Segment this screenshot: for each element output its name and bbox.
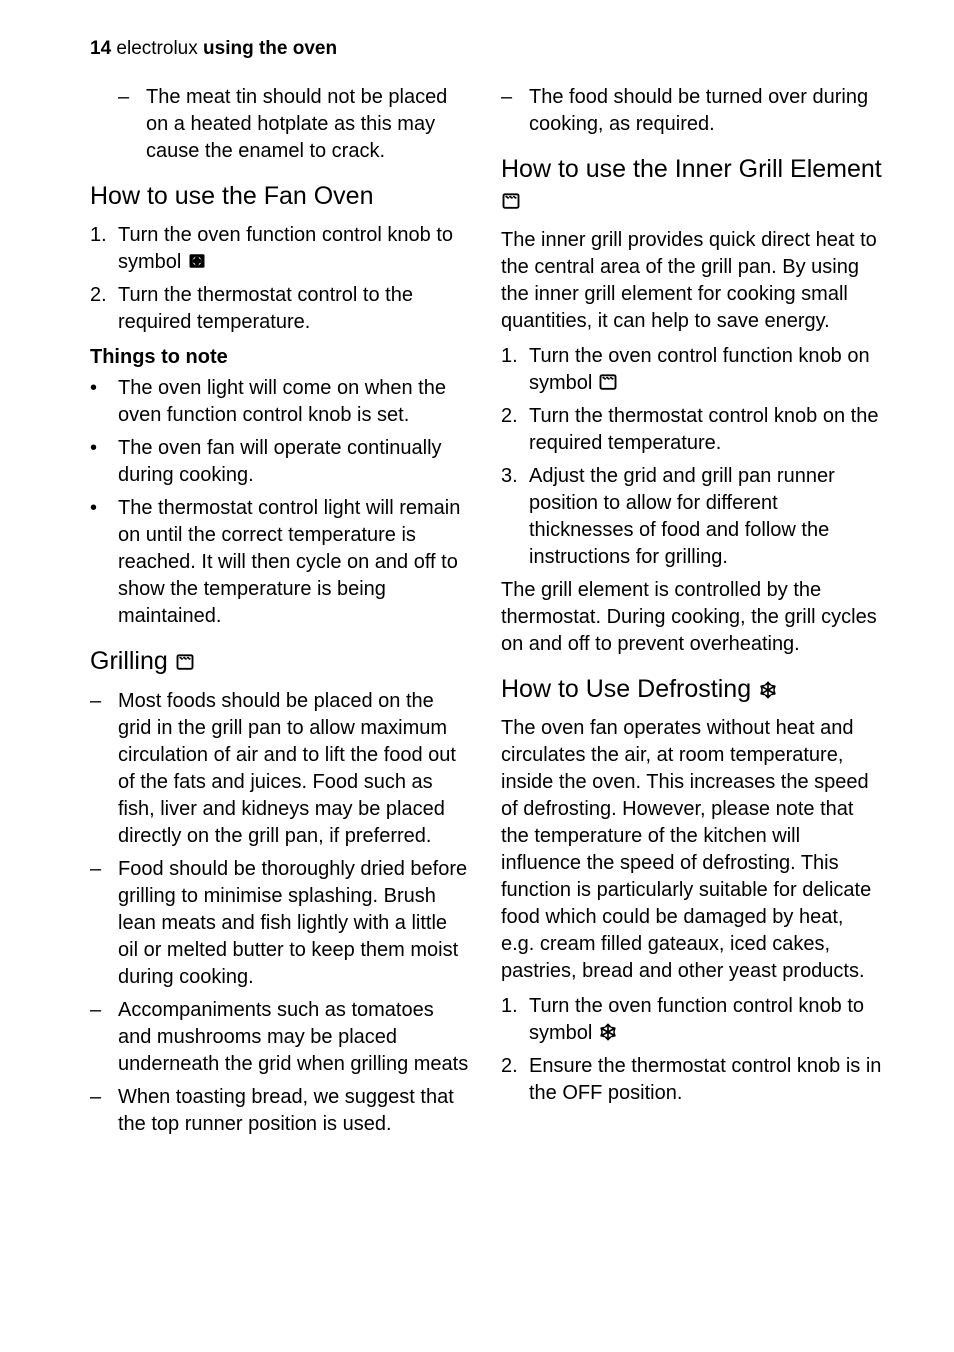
step-text-a: Turn the oven control function knob on s… — [529, 345, 870, 394]
right-column: The food should be turned over during co… — [501, 84, 882, 1144]
note-item: The thermostat control light will remain… — [90, 495, 471, 630]
grill-box-icon — [598, 372, 618, 390]
bullet-marker — [90, 495, 118, 630]
dash-marker — [90, 1084, 118, 1138]
fan-box-icon — [187, 251, 207, 269]
top-item: The food should be turned over during co… — [501, 84, 882, 138]
step-number: 2. — [90, 282, 118, 336]
defrost-heading: How to Use Defrosting — [501, 674, 882, 705]
brand-name: electrolux — [116, 38, 197, 59]
grilling-text: Most foods should be placed on the grid … — [118, 688, 471, 850]
step-text-a: Turn the oven function control knob to s… — [118, 224, 453, 273]
intro-text: The meat tin should not be placed on a h… — [146, 84, 471, 165]
grilling-text: When toasting bread, we suggest that the… — [118, 1084, 471, 1138]
grill-box-icon — [501, 187, 521, 205]
inner-grill-after: The grill element is controlled by the t… — [501, 577, 882, 658]
step-text-a: Turn the oven function control knob to s… — [529, 995, 864, 1044]
section-title: using the oven — [203, 38, 337, 59]
grilling-text: Accompaniments such as tomatoes and mush… — [118, 997, 471, 1078]
defrost-step-1: 1. Turn the oven function control knob t… — [501, 993, 882, 1047]
snowflake-icon — [758, 676, 778, 694]
grilling-item: Accompaniments such as tomatoes and mush… — [90, 997, 471, 1078]
step-number: 3. — [501, 463, 529, 571]
bullet-marker — [90, 375, 118, 429]
step-text: Turn the oven control function knob on s… — [529, 343, 882, 397]
dash-marker — [118, 84, 146, 165]
inner-grill-heading: How to use the Inner Grill Element — [501, 154, 882, 217]
page-header: 14 electrolux using the oven — [90, 38, 882, 60]
step-number: 1. — [501, 993, 529, 1047]
note-text: The oven light will come on when the ove… — [118, 375, 471, 429]
note-text: The thermostat control light will remain… — [118, 495, 471, 630]
step-number: 2. — [501, 1053, 529, 1107]
page-number: 14 — [90, 38, 111, 59]
fan-oven-heading: How to use the Fan Oven — [90, 181, 471, 212]
grill-box-icon — [175, 648, 195, 666]
inner-grill-intro: The inner grill provides quick direct he… — [501, 227, 882, 335]
step-number: 1. — [90, 222, 118, 276]
grilling-text: Food should be thoroughly dried before g… — [118, 856, 471, 991]
inner-step-1: 1. Turn the oven control function knob o… — [501, 343, 882, 397]
content-columns: The meat tin should not be placed on a h… — [90, 84, 882, 1144]
note-item: The oven fan will operate continually du… — [90, 435, 471, 489]
dash-marker — [90, 688, 118, 850]
grilling-item: Most foods should be placed on the grid … — [90, 688, 471, 850]
step-text: Turn the thermostat control to the requi… — [118, 282, 471, 336]
intro-item: The meat tin should not be placed on a h… — [90, 84, 471, 165]
defrost-step-2: 2. Ensure the thermostat control knob is… — [501, 1053, 882, 1107]
note-item: The oven light will come on when the ove… — [90, 375, 471, 429]
inner-step-3: 3. Adjust the grid and grill pan runner … — [501, 463, 882, 571]
defrost-heading-text: How to Use Defrosting — [501, 675, 751, 703]
step-text: Turn the thermostat control knob on the … — [529, 403, 882, 457]
step-text: Turn the oven function control knob to s… — [118, 222, 471, 276]
left-column: The meat tin should not be placed on a h… — [90, 84, 471, 1144]
grilling-heading-text: Grilling — [90, 647, 168, 675]
step-number: 1. — [501, 343, 529, 397]
top-item-text: The food should be turned over during co… — [529, 84, 882, 138]
fan-step-2: 2. Turn the thermostat control to the re… — [90, 282, 471, 336]
snowflake-icon — [598, 1022, 618, 1040]
defrost-intro: The oven fan operates without heat and c… — [501, 715, 882, 985]
step-text: Ensure the thermostat control knob is in… — [529, 1053, 882, 1107]
step-text: Turn the oven function control knob to s… — [529, 993, 882, 1047]
dash-marker — [90, 997, 118, 1078]
step-number: 2. — [501, 403, 529, 457]
inner-grill-heading-text: How to use the Inner Grill Element — [501, 155, 882, 183]
grilling-item: When toasting bread, we suggest that the… — [90, 1084, 471, 1138]
note-text: The oven fan will operate continually du… — [118, 435, 471, 489]
grilling-heading: Grilling — [90, 646, 471, 677]
grilling-item: Food should be thoroughly dried before g… — [90, 856, 471, 991]
inner-step-2: 2. Turn the thermostat control knob on t… — [501, 403, 882, 457]
bullet-marker — [90, 435, 118, 489]
step-text: Adjust the grid and grill pan runner pos… — [529, 463, 882, 571]
fan-step-1: 1. Turn the oven function control knob t… — [90, 222, 471, 276]
things-to-note-heading: Things to note — [90, 346, 471, 369]
dash-marker — [90, 856, 118, 991]
dash-marker — [501, 84, 529, 138]
